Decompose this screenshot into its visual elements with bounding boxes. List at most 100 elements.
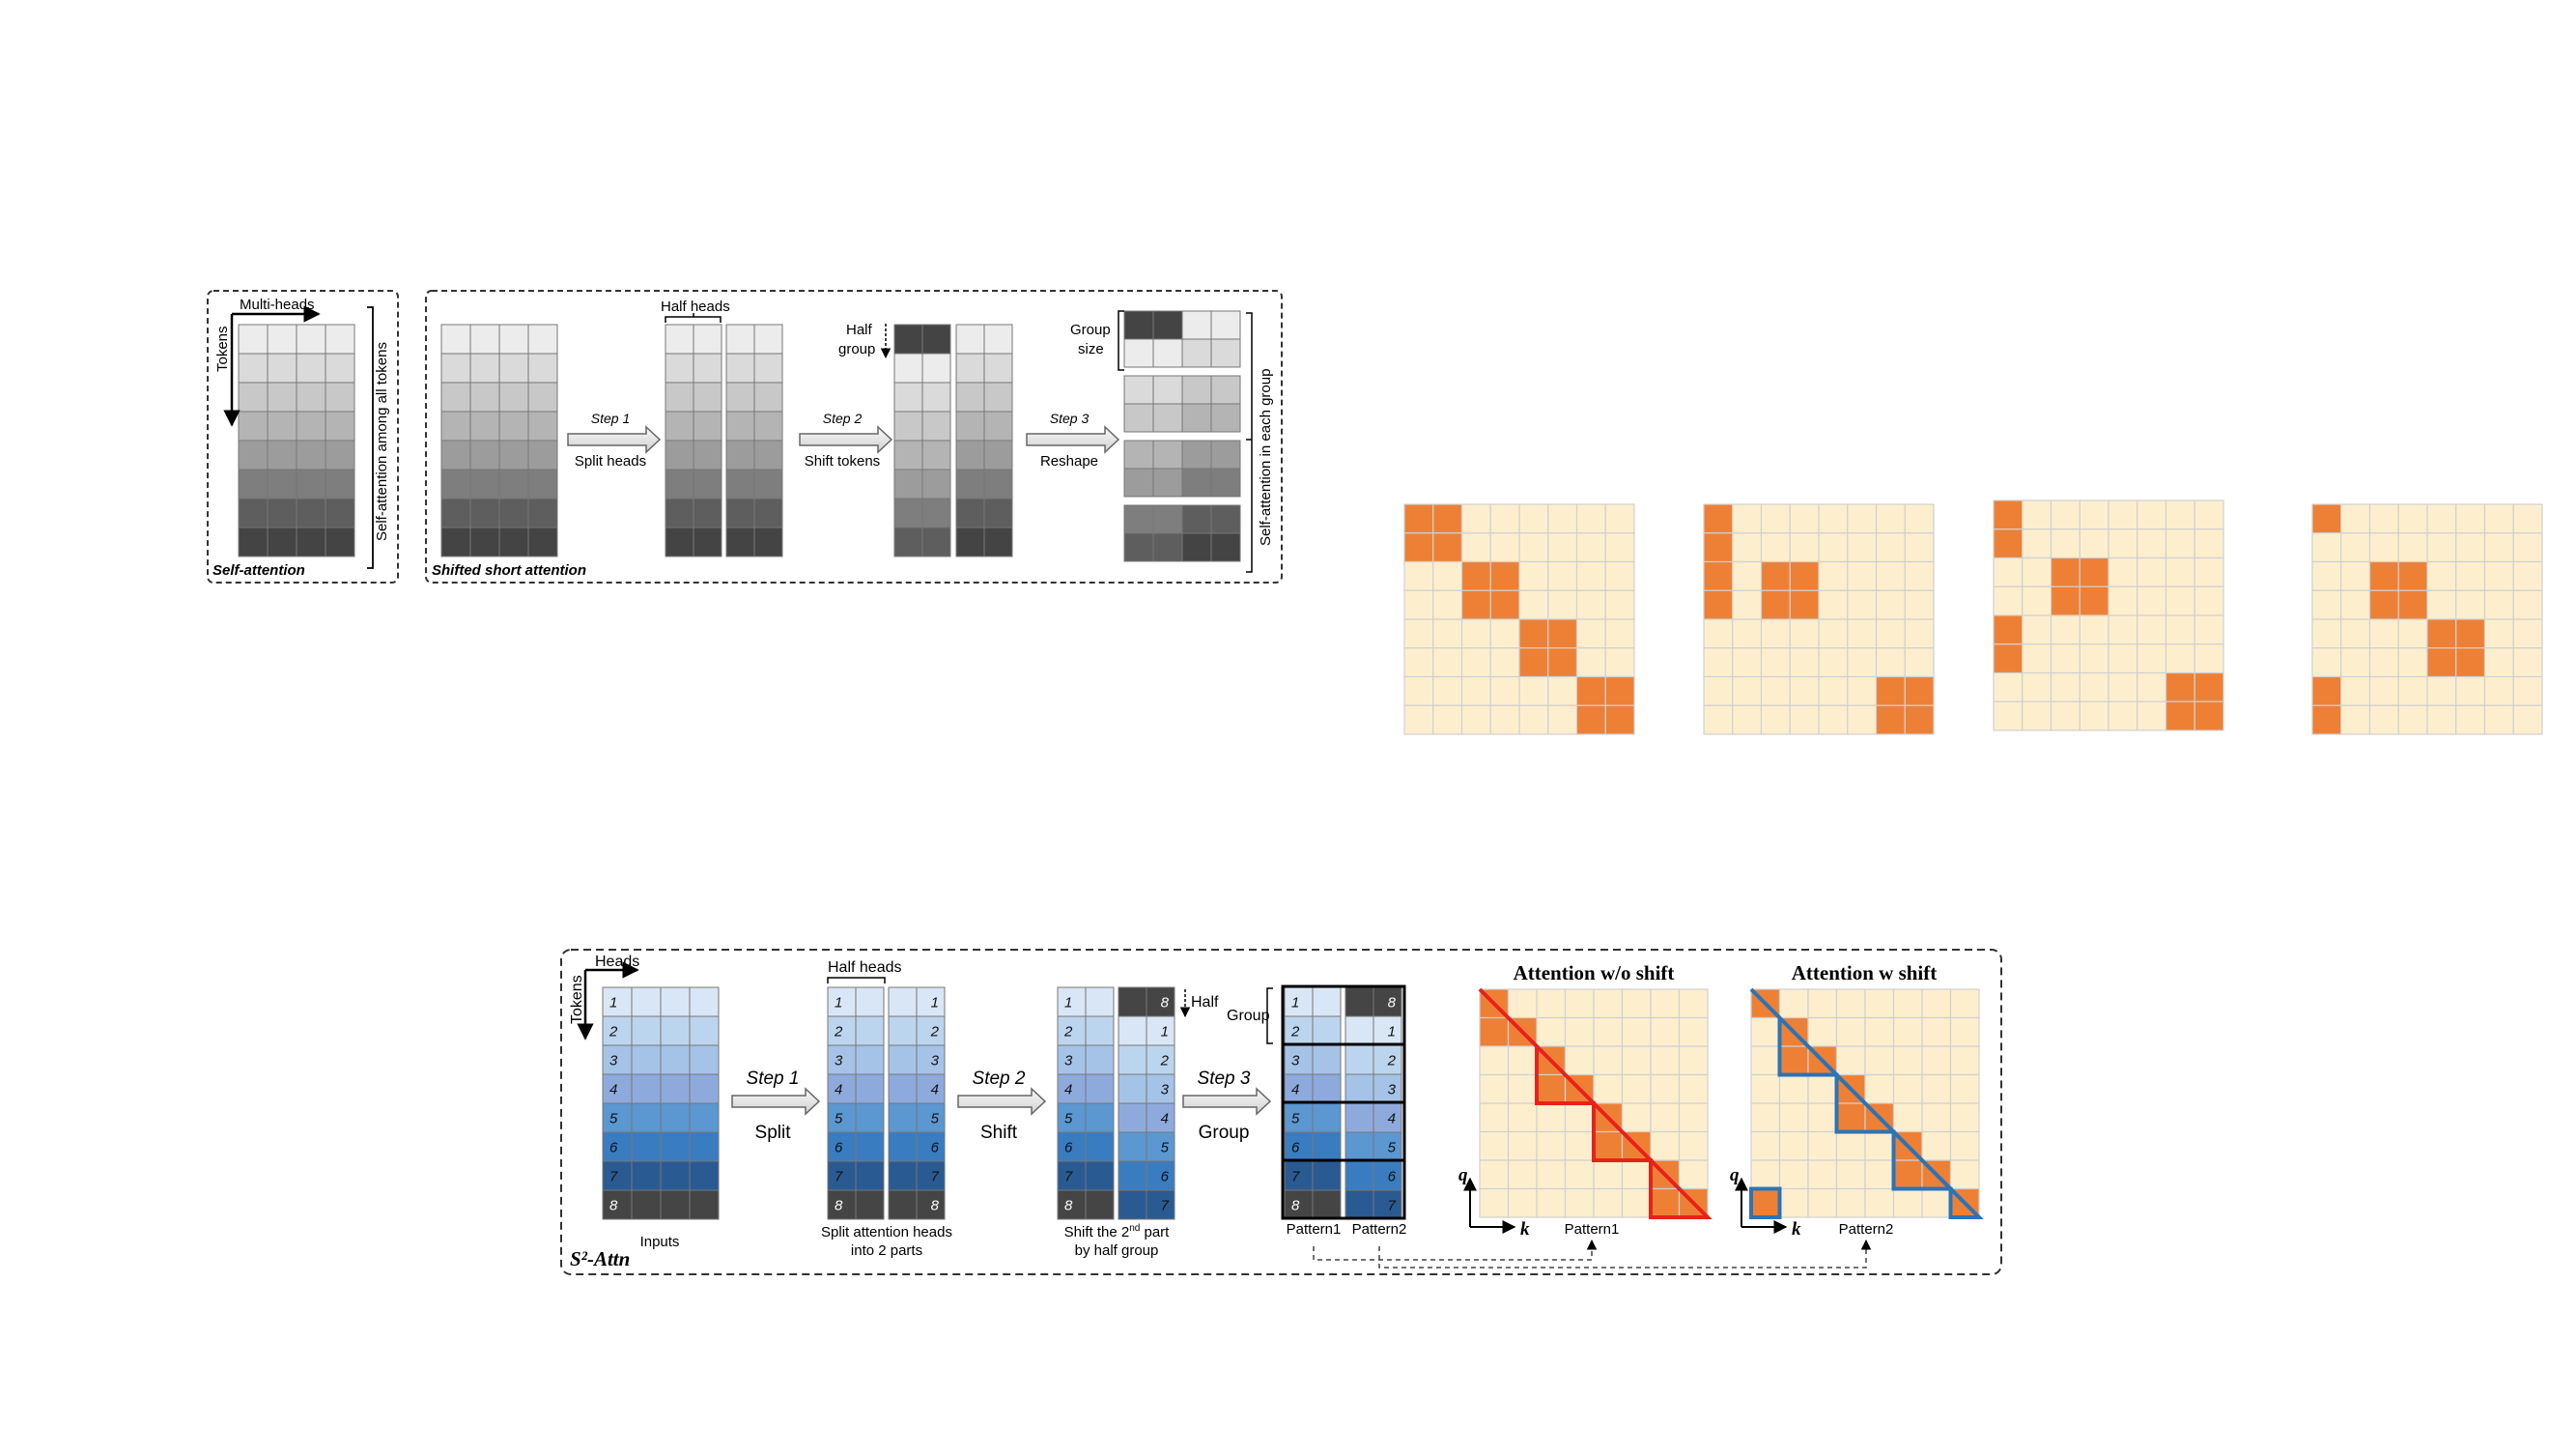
self-attention-matrix-cell [267,527,297,557]
reshaped-group-4-cell [1181,532,1212,562]
mask-1-cell [1460,589,1491,620]
half-heads-right-cell [753,440,783,470]
self-attention-matrix-cell [296,382,326,413]
pattern2-link [1378,1239,1872,1269]
shift-right-cell [1146,1044,1175,1075]
split-right-cell [916,1189,946,1220]
mask-4-cell [2455,560,2486,591]
mask-2-cell [1703,532,1734,563]
attention-map-without-shift-cell [1593,988,1624,1019]
attention-map-with-shift-cell [1892,1016,1923,1047]
mask-1-cell [1518,532,1549,563]
attention-map-with-shift-cell [1750,1102,1781,1133]
shift-right-row-number: 8 [1161,994,1170,1011]
inputs-matrix-cell [602,1102,633,1133]
inputs-matrix-cell [660,1160,691,1191]
mask-3-cell [2079,700,2109,731]
shifted-tokens-left-cell [921,382,951,413]
reshaped-group-1-cell [1152,310,1183,340]
half-heads-right [725,324,783,557]
shift-left-cell [1085,1160,1115,1191]
self-attention-matrix-cell [325,382,355,413]
self-attention-matrix-cell [238,440,269,470]
self-attention-side-label: Self-attention among all tokens [374,342,390,541]
mask-4-cell [2512,647,2543,678]
shifted-tokens-right-cell [955,411,985,442]
attention-map-with-shift-cell [1949,1130,1980,1161]
inputs-matrix-cell [689,1102,720,1133]
attention-map-with-shift-cell [1807,1102,1838,1133]
shifted-tokens-right-cell [955,527,985,557]
inputs-matrix-row-number: 5 [609,1110,618,1126]
shifted-tokens-right-cell [955,440,985,470]
mask-4-cell [2512,618,2543,649]
split-heads-label-2: into 2 parts [851,1242,922,1259]
attention-map-without-shift-cell [1678,1102,1709,1133]
half-heads-left-cell [693,382,722,413]
split-right-cell [888,1131,918,1162]
mask-3-cell [2079,671,2109,702]
self-attention-matrix-cell [325,324,355,355]
mask-3-cell [2108,556,2138,587]
mask-2-cell [1818,589,1849,620]
mask-4-cell [2397,704,2428,735]
mask-1-cell [1518,704,1549,735]
mask-4-cell [2483,560,2514,591]
mask-4-cell [2512,560,2543,591]
attention-map-with-shift-cell [1835,1187,1866,1218]
self-attention-matrix-cell [267,353,297,384]
group-right-cell [1345,1189,1374,1220]
shifted-short-attention-panel: Step 1 Split heads Step 2 Shift tokens Step … [425,290,1283,584]
attention-map-with-shift-k-label: k [1792,1219,1801,1240]
mask-4-cell [2426,647,2457,678]
mask-4-cell [2426,704,2457,735]
attention-map-without-shift-cell [1479,1073,1510,1104]
attention-map-with-shift-cell [1949,1045,1980,1076]
shift-right-cell [1118,1015,1147,1046]
mask-2-cell [1760,589,1791,620]
attention-map-with-shift-cell [1864,988,1895,1019]
group-left-cell [1312,1015,1342,1046]
split-left-row-number: 4 [835,1081,842,1098]
mask-2-cell [1760,503,1791,534]
attention-map-without-shift-cell [1678,1130,1709,1161]
shifted-tokens-left-cell [921,411,951,442]
half-heads-bracket-bottom [827,977,886,984]
mask-2-cell [1818,560,1849,591]
attention-map-with-shift-cell [1778,1045,1809,1076]
group-left-row-number: 4 [1291,1081,1299,1098]
shift-left-cell [1057,1189,1087,1220]
split-right-cell [888,1073,918,1104]
split-right: 1 2 3 4 5 6 7 8 [888,986,946,1220]
mask-4-cell [2512,675,2543,706]
self-attention-matrix-cell [238,353,269,384]
mask-4-cell [2483,675,2514,706]
split-right-cell [916,1160,946,1191]
mask-2-cell [1904,618,1935,649]
group-right-cell [1345,1102,1374,1133]
mask-3-cell [2165,556,2195,587]
input-matrix-cell [440,440,471,470]
mask-3-cell [2079,499,2109,530]
mask-4-cell [2311,503,2342,534]
mask-3-cell [2108,643,2138,674]
mask-4-cell [2368,560,2399,591]
self-attention-matrix-cell [325,527,355,557]
attention-map-with-shift: qk [1730,987,1984,1240]
attention-map-without-shift-cell [1536,1102,1567,1133]
inputs-matrix: 1 2 3 4 5 6 7 8 [602,986,720,1220]
attention-map-with-shift-cell [1864,1016,1895,1047]
split-right-row-number: 6 [931,1139,940,1155]
mask-2-cell [1875,503,1906,534]
split-left: 1 2 3 4 5 6 7 8 [827,986,885,1220]
inputs-matrix-cell [660,1131,691,1162]
attention-map-with-shift-cell [1778,1159,1809,1190]
input-matrix-cell [527,324,558,355]
attention-map-with-shift-cell [1835,988,1866,1019]
attention-map-with-shift-cell [1750,1073,1781,1104]
mask-2-cell [1760,704,1791,735]
attention-map-with-shift-cell [1807,1159,1838,1190]
half-heads-left-cell [693,498,722,528]
mask-1-cell [1575,704,1606,735]
